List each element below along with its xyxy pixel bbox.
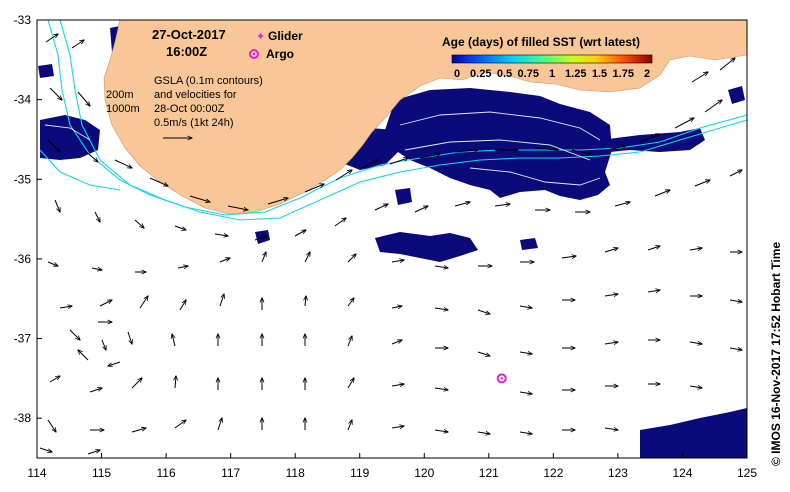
y-tick-label: -37: [14, 332, 32, 346]
argo-float-marker[interactable]: [496, 373, 507, 384]
velocity-vectors: [39, 34, 742, 455]
x-tick-label: 119: [350, 466, 369, 480]
x-tick-label: 121: [479, 466, 499, 480]
colorbar-tick-label: 1.5: [592, 68, 607, 80]
sst-patch-fleck-1: [395, 188, 412, 205]
colorbar: [451, 54, 653, 64]
y-axis: -33 -34 -35 -36 -37 -38: [14, 13, 42, 425]
isobath-200m: [47, 20, 747, 216]
colorbar-tick-label: 0.25: [470, 68, 491, 80]
colorbar-tick-label: 1.75: [613, 68, 634, 80]
x-tick-label: 116: [157, 466, 176, 480]
glider-legend-label: Glider: [268, 29, 303, 43]
y-tick-label: -33: [14, 13, 32, 27]
x-tick-label: 115: [92, 466, 111, 480]
colorbar-tick-label: 0.75: [518, 68, 539, 80]
x-tick-label: 125: [737, 466, 757, 480]
depth-label-1000m: 1000m: [106, 103, 140, 115]
x-tick-label: 114: [27, 466, 46, 480]
map-date: 27-Oct-2017: [152, 27, 226, 42]
x-axis: 114 115 116 117 118 119 120 121 122 123 124 125: [27, 453, 757, 480]
x-tick-label: 118: [286, 466, 305, 480]
sst-patch-fleck-4: [728, 86, 745, 104]
colorbar-title: Age (days) of filled SST (wrt latest): [442, 35, 640, 49]
x-tick-label: 123: [608, 466, 628, 480]
y-tick-label: -38: [14, 411, 32, 425]
isobath-1000m: [59, 20, 747, 221]
gsla-contours: [44, 111, 601, 186]
sst-patch-south: [375, 232, 478, 262]
gsla-line-1: GSLA (0.1m contours): [154, 75, 263, 87]
x-tick-label: 117: [221, 466, 240, 480]
sst-patch-fleck-3: [520, 238, 538, 250]
y-tick-label: -34: [14, 93, 32, 107]
map-time: 16:00Z: [166, 44, 207, 59]
y-tick-label: -36: [14, 252, 32, 266]
credit-text: © IMOS 16-Nov-2017 17:52 Hobart Time: [769, 242, 783, 466]
plot-frame: [36, 19, 748, 459]
isobath-shelf-inner: [39, 149, 121, 191]
gsla-line-3: 28-Oct 00:00Z: [154, 103, 225, 115]
colorbar-tick-label: 1.25: [565, 68, 586, 80]
depth-label-200m: 200m: [106, 89, 134, 101]
land-australia: [103, 20, 747, 215]
argo-legend-label: Argo: [266, 47, 294, 61]
glider-legend-icon: ✦: [256, 31, 265, 43]
gsla-line-4: 0.5m/s (1kt 24h): [154, 117, 233, 129]
y-tick-label: -35: [14, 172, 32, 186]
x-tick-label: 120: [414, 466, 434, 480]
colorbar-tick-label: 2: [644, 68, 650, 80]
argo-legend-icon: [249, 49, 259, 59]
colorbar-ticks: 0 0.25 0.5 0.75 1 1.25 1.5 1.75 2: [454, 68, 650, 80]
x-tick-label: 122: [543, 466, 563, 480]
colorbar-tick-label: 1: [549, 68, 555, 80]
isobaths: [39, 20, 747, 221]
colorbar-tick-label: 0: [454, 68, 460, 80]
x-tick-label: 124: [672, 466, 692, 480]
gsla-line-2: and velocities for: [154, 89, 237, 101]
sst-patch-southeast: [640, 408, 747, 458]
sst-patch-nw-small: [38, 64, 54, 78]
colorbar-tick-label: 0.5: [497, 68, 512, 80]
sst-patch-central: [385, 88, 612, 200]
